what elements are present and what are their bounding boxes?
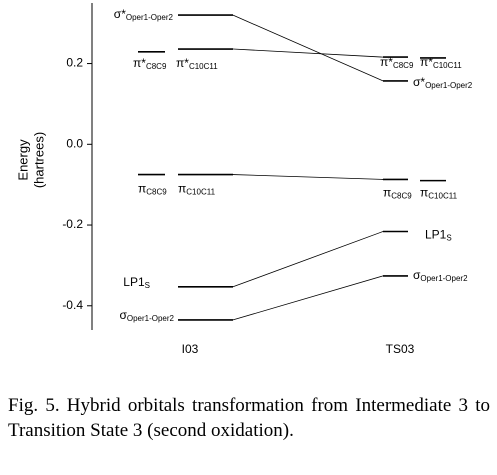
level-subscript: C8C9 — [391, 192, 412, 201]
level-name: π — [138, 182, 146, 196]
level-subscript: C8C9 — [146, 188, 167, 197]
chart: Energy (hartrees) -0.4 -0.2 0.0 0.2 I03 TS03 σ… — [15, 3, 473, 356]
level-subscript: C10C11 — [433, 61, 462, 70]
level-label: σ*Oper1-Oper2 — [413, 75, 473, 90]
level-label: LP1S — [425, 228, 452, 243]
level-name: π* — [420, 55, 433, 69]
y-tick-label: -0.2 — [62, 217, 83, 231]
y-tick-label: -0.4 — [62, 298, 83, 312]
level-label: πC10C11 — [420, 186, 458, 201]
level-label: σOper1-Oper2 — [119, 308, 174, 323]
connector — [232, 174, 384, 180]
level-subscript: C10C11 — [189, 62, 218, 71]
level-subscript: Oper1-Oper2 — [420, 274, 468, 283]
level-name: π — [178, 182, 186, 196]
figure-caption: Fig. 5. Hybrid orbitals transformation f… — [8, 395, 490, 441]
y-axis-label: (hartrees) — [31, 132, 46, 188]
level-label: π*C10C11 — [420, 55, 462, 70]
category-label: I03 — [182, 342, 199, 356]
level-label: π*C10C11 — [176, 56, 218, 71]
level-label: σ*Oper1-Oper2 — [114, 7, 174, 22]
level-name: σ* — [114, 7, 126, 21]
level-name: π* — [133, 56, 146, 70]
level-name: π — [383, 186, 391, 200]
level-label: π*C8C9 — [380, 55, 414, 70]
level-name: σ — [119, 308, 127, 322]
level-name: LP1 — [123, 275, 145, 289]
y-tick-label: 0.2 — [66, 56, 83, 70]
level-label: π*C8C9 — [133, 56, 167, 71]
y-tick-label: 0.0 — [66, 136, 83, 150]
level-subscript: S — [446, 234, 451, 243]
level-label: πC8C9 — [383, 186, 412, 201]
level-name: π — [420, 186, 428, 200]
y-axis-label: Energy — [15, 139, 30, 181]
level-label: LP1S — [123, 275, 150, 290]
category-label: TS03 — [386, 342, 415, 356]
level-subscript: S — [145, 281, 150, 290]
connector — [232, 275, 384, 321]
level-subscript: C10C11 — [186, 188, 215, 197]
level-subscript: C8C9 — [393, 61, 414, 70]
level-name: π* — [176, 56, 189, 70]
level-subscript: Oper1-Oper2 — [425, 81, 473, 90]
connector — [232, 231, 384, 288]
level-name: π* — [380, 55, 393, 69]
level-label: σOper1-Oper2 — [413, 268, 468, 283]
level-subscript: Oper1-Oper2 — [126, 13, 174, 22]
level-subscript: C8C9 — [146, 62, 167, 71]
level-label: πC8C9 — [138, 182, 167, 197]
level-name: LP1 — [425, 228, 447, 242]
level-name: σ — [413, 268, 421, 282]
level-subscript: Oper1-Oper2 — [127, 314, 175, 323]
level-label: πC10C11 — [178, 182, 216, 197]
connector — [232, 48, 384, 58]
connector — [232, 14, 384, 82]
level-subscript: C10C11 — [428, 192, 457, 201]
level-name: σ* — [413, 75, 425, 89]
